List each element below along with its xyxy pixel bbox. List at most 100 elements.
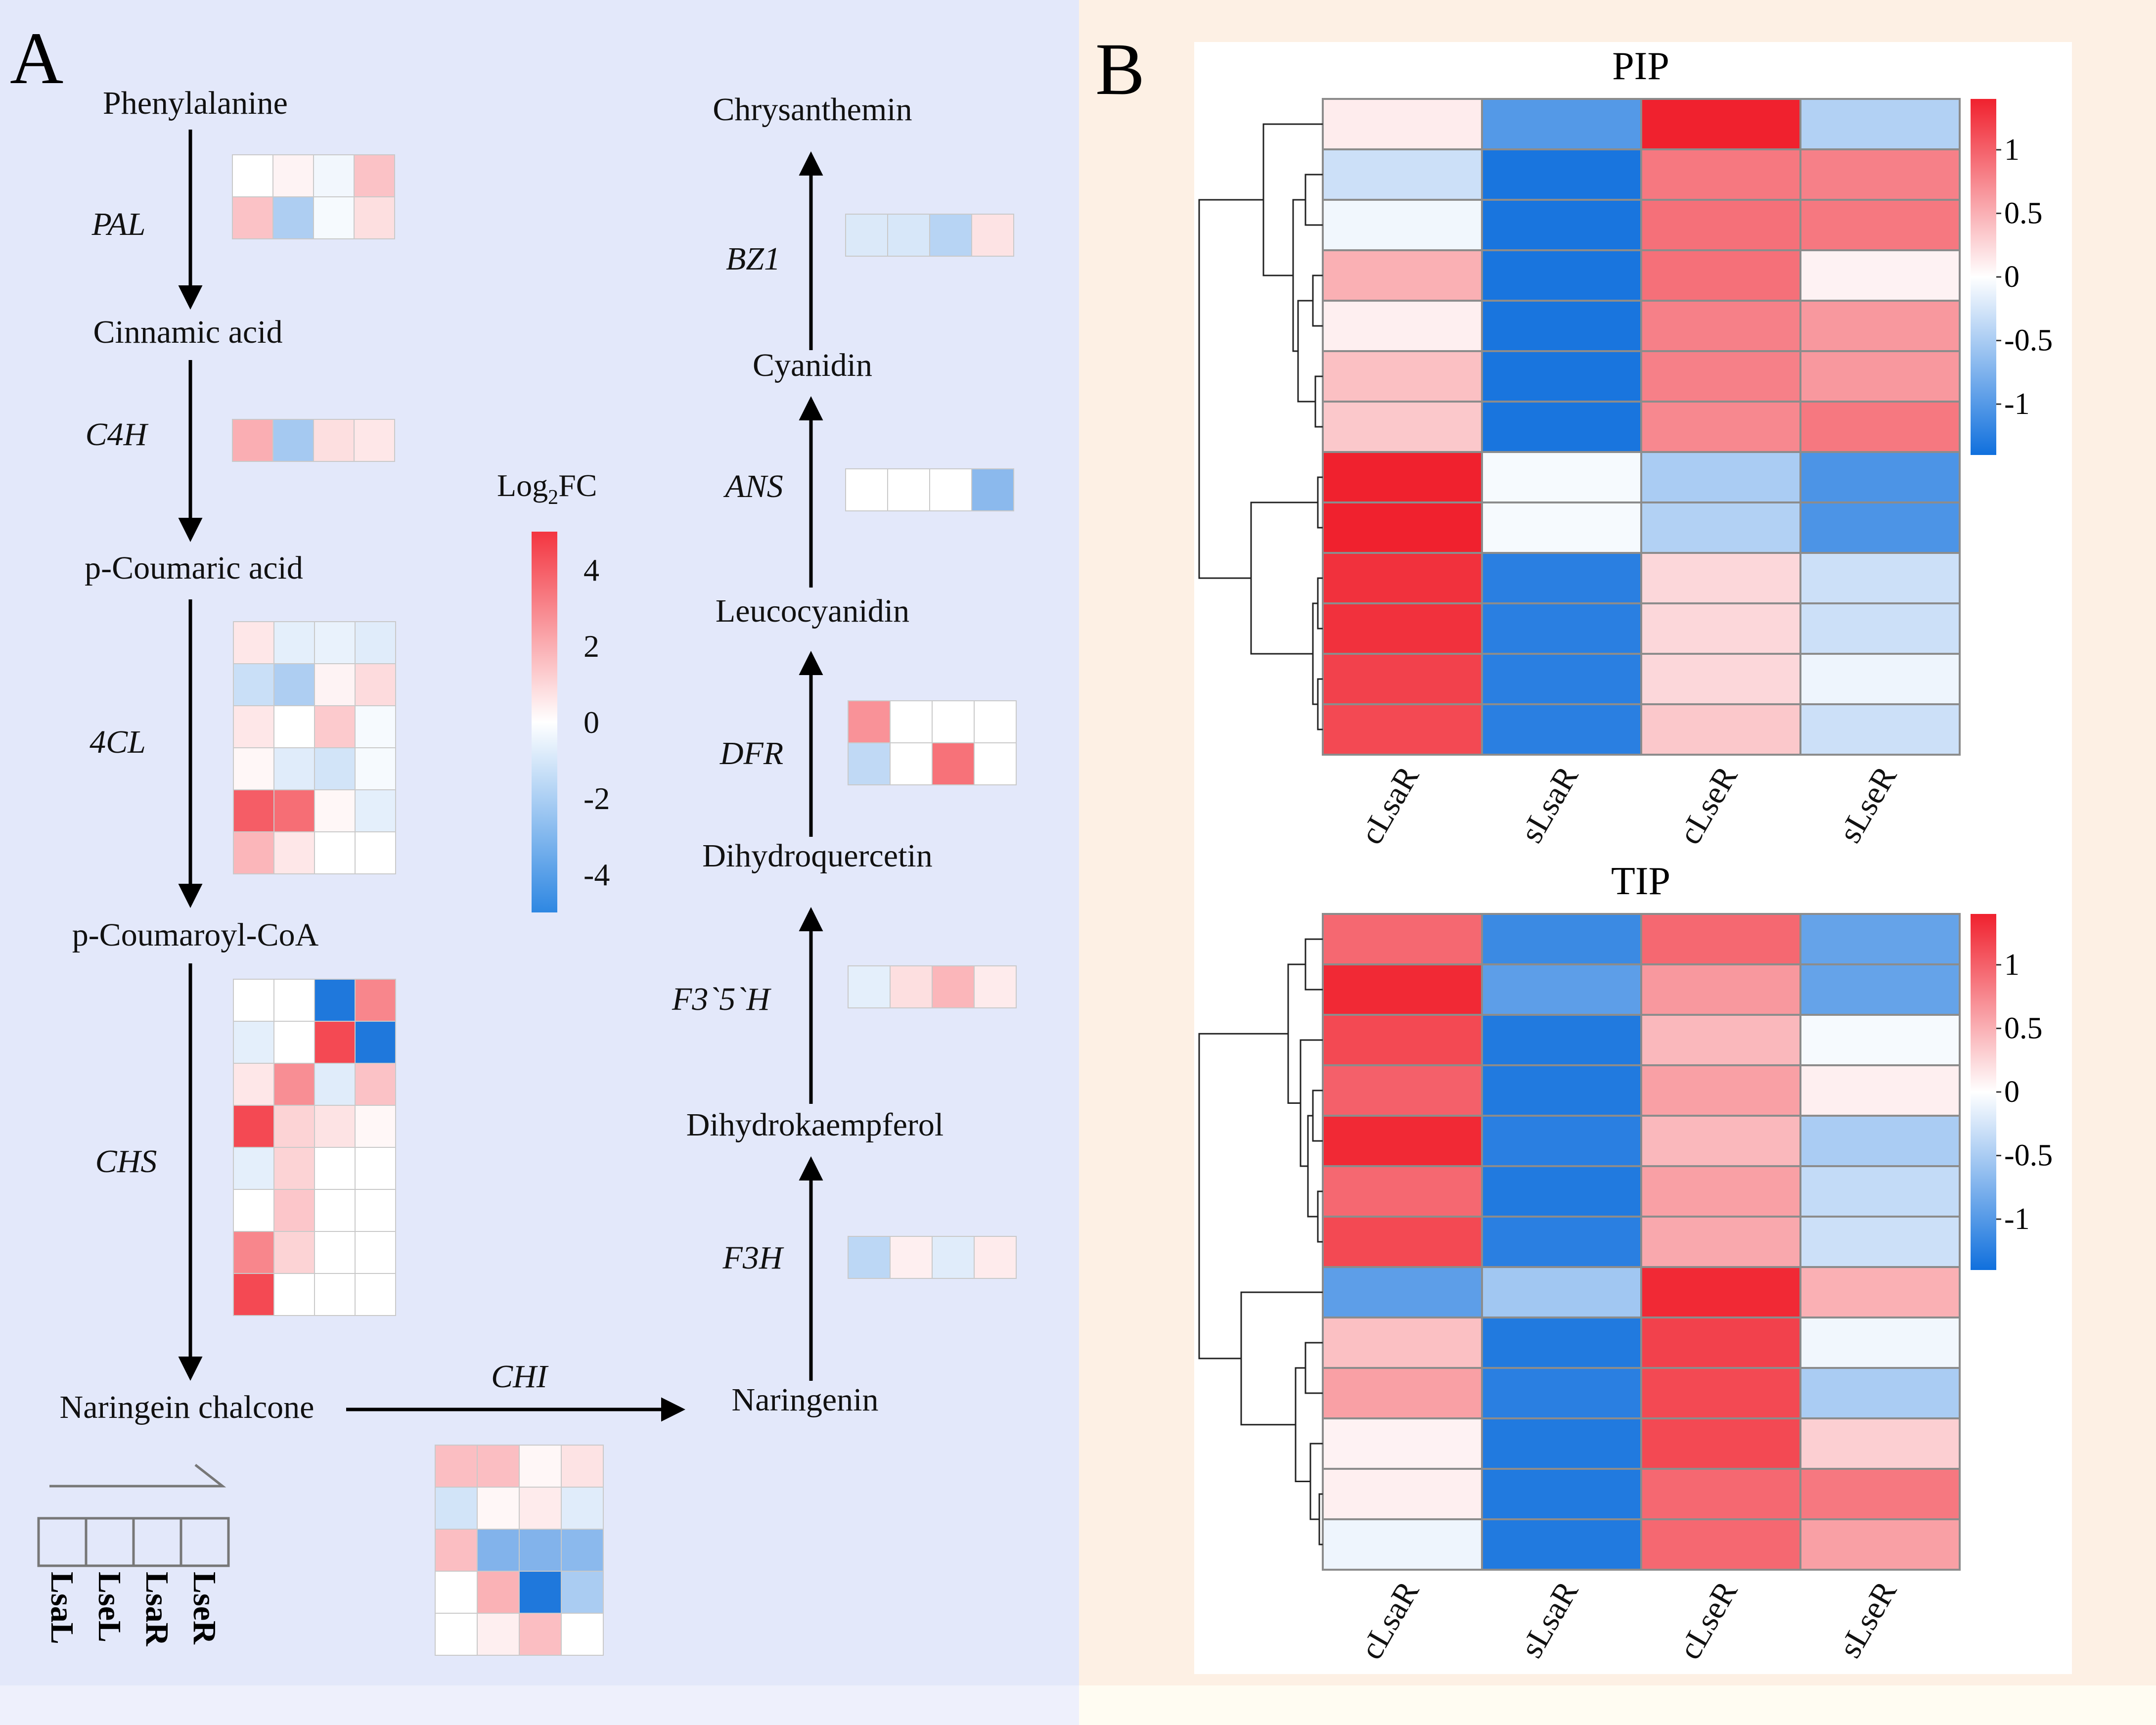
heatmap-cell-r8-c0 (1322, 501, 1483, 554)
heatmap-cell-r9-c2 (1640, 552, 1801, 604)
heatmap-cell-r7-c3 (1799, 451, 1961, 503)
enzyme-cell-chs-r4-c3 (355, 1147, 396, 1190)
grid-ans (845, 468, 1014, 511)
enzyme-cell-fourcl-r5-c2 (314, 831, 356, 874)
heatmap-cell-r5-c1 (1481, 1165, 1642, 1218)
enzyme-cell-fourcl-r2-c1 (273, 705, 315, 748)
enzyme-cell-pal-r0-c1 (272, 154, 314, 197)
compound-dihydroquercetin: Dihydroquercetin (702, 838, 933, 874)
enzyme-cell-chs-r1-c1 (273, 1021, 315, 1064)
heatmap-cell-r0-c2 (1640, 913, 1801, 965)
enzyme-cell-chs-r2-c1 (273, 1063, 315, 1106)
enzyme-cell-chs-r0-c0 (233, 979, 274, 1022)
legend-column-label: LsaR (139, 1572, 175, 1647)
logfc-colorbar-title: Log2FC (497, 468, 597, 509)
enzyme-cell-chi-r3-c0 (435, 1571, 478, 1614)
heatmap-cell-r2-c1 (1481, 199, 1642, 251)
heatmap-cell-r7-c1 (1481, 1266, 1642, 1318)
enzyme-cell-c4h-r0-c2 (313, 419, 355, 462)
enzyme-cell-pal-r1-c0 (232, 196, 273, 239)
legend-column-label: LseR (186, 1572, 223, 1645)
heatmap-cell-r10-c0 (1322, 1417, 1483, 1470)
heatmap-cell-r6-c3 (1799, 401, 1961, 453)
heatmap-cell-r8-c3 (1799, 501, 1961, 554)
enzyme-cell-f3h-r0-c2 (932, 1236, 975, 1279)
heatmap-colorbar-tick-label: -1 (2004, 387, 2030, 421)
grid-chi (435, 1445, 604, 1656)
enzyme-cell-pal-r0-c2 (313, 154, 355, 197)
enzyme-cell-c4h-r0-c3 (354, 419, 395, 462)
enzyme-cell-chs-r3-c0 (233, 1105, 274, 1148)
enzyme-cell-chs-r6-c2 (314, 1231, 356, 1274)
heatmap-cell-r11-c1 (1481, 653, 1642, 705)
enzyme-cell-pal-r0-c0 (232, 154, 273, 197)
heatmap-cell-r4-c1 (1481, 300, 1642, 352)
heatmap-cell-r9-c3 (1799, 552, 1961, 604)
enzyme-cell-fourcl-r3-c0 (233, 747, 274, 790)
heatmap-colorbar (1971, 914, 1996, 1270)
heatmap-cell-r8-c0 (1322, 1316, 1483, 1369)
dendrogram-link (1198, 1033, 1288, 1360)
legend-column-label: LsaL (44, 1572, 80, 1644)
heatmap-cell-r5-c2 (1640, 1165, 1801, 1218)
heatmap-cell-r5-c3 (1799, 1165, 1961, 1218)
enzyme-cell-chs-r4-c2 (314, 1147, 356, 1190)
enzyme-cell-fourcl-r4-c0 (233, 789, 274, 832)
heatmap-cell-r0-c2 (1640, 98, 1801, 150)
heatmap-cell-r12-c0 (1322, 1518, 1483, 1571)
heatmap-cell-r3-c1 (1481, 1064, 1642, 1117)
heatmap-colorbar (1971, 99, 1996, 455)
heatmap-cell-r0-c1 (1481, 98, 1642, 150)
grid-dfr (848, 700, 1017, 785)
heatmap-cell-r4-c3 (1799, 1115, 1961, 1167)
legend-column-label: LseL (91, 1572, 128, 1642)
enzyme-c4h: C4H (86, 416, 149, 453)
heatmap-cell-r11-c3 (1799, 653, 1961, 705)
heatmap-cell-r3-c2 (1640, 249, 1801, 302)
heatmap-cell-r3-c2 (1640, 1064, 1801, 1117)
enzyme-cell-f35h-r0-c1 (890, 965, 933, 1008)
heatmap-cell-r1-c2 (1640, 963, 1801, 1016)
enzyme-cell-f3h-r0-c3 (974, 1236, 1017, 1279)
dendrogram-link (1198, 199, 1263, 579)
heatmap-cell-r5-c2 (1640, 350, 1801, 403)
heatmap-cell-r0-c0 (1322, 98, 1483, 150)
enzyme-cell-chs-r0-c3 (355, 979, 396, 1022)
compound-p-coumaroyl-coa: p-Coumaroyl-CoA (72, 917, 319, 953)
heatmap-cell-r0-c3 (1799, 913, 1961, 965)
enzyme-cell-fourcl-r1-c3 (355, 663, 396, 706)
heatmap-cell-r12-c2 (1640, 703, 1801, 756)
heatmap-colorbar-tick-label: 0.5 (2004, 1011, 2043, 1045)
heatmap-cell-r5-c1 (1481, 350, 1642, 403)
heatmap-cell-r9-c1 (1481, 552, 1642, 604)
compound-chrysanthemin: Chrysanthemin (713, 91, 912, 128)
heatmap-cell-r4-c3 (1799, 300, 1961, 352)
grid-chs (233, 979, 396, 1316)
compound-leucocyanidin: Leucocyanidin (716, 593, 909, 629)
heatmap-cell-r10-c2 (1640, 602, 1801, 655)
enzyme-cell-chs-r7-c0 (233, 1273, 274, 1316)
enzyme-cell-chs-r6-c3 (355, 1231, 396, 1274)
panel-b-bottom-strip (1079, 1685, 2156, 1725)
panel-a-letter: A (10, 17, 63, 99)
enzyme-cell-chs-r1-c0 (233, 1021, 274, 1064)
enzyme-cell-chi-r4-c3 (561, 1613, 604, 1656)
enzyme-cell-chs-r2-c2 (314, 1063, 356, 1106)
heatmap-colorbar-tick-label: 0 (2004, 260, 2020, 294)
heatmap-cell-r0-c0 (1322, 913, 1483, 965)
compound-cinnamic-acid: Cinnamic acid (93, 314, 282, 350)
heatmap-cell-r4-c0 (1322, 1115, 1483, 1167)
heatmap-cell-r5-c3 (1799, 350, 1961, 403)
heatmap-cell-r1-c1 (1481, 148, 1642, 201)
heatmap-cell-r3-c0 (1322, 1064, 1483, 1117)
enzyme-f3h: F3H (722, 1240, 784, 1276)
panel-a-bottom-strip (0, 1685, 1079, 1725)
heatmap-cell-r12-c3 (1799, 703, 1961, 756)
enzyme-cell-ans-r0-c1 (887, 468, 930, 511)
legend-order-arrow (49, 1464, 226, 1488)
heatmap-cell-r7-c2 (1640, 451, 1801, 503)
heatmap-cell-r4-c2 (1640, 300, 1801, 352)
heatmap-cell-r6-c3 (1799, 1216, 1961, 1268)
